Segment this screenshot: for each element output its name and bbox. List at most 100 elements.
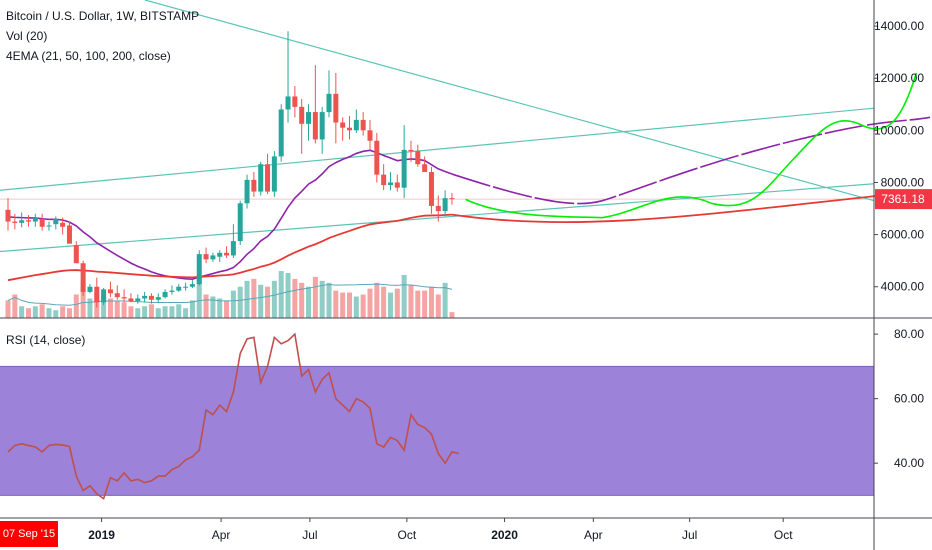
volume-bar [265,286,271,318]
candle-body [442,198,448,212]
volume-bar [360,294,366,318]
volume-bar [292,278,298,318]
candle-body [121,297,127,299]
volume-bar [73,294,79,318]
volume-bar [217,298,223,318]
price-tick-label: 8000.00 [881,175,925,189]
candle-body [19,220,25,223]
candle-body [135,298,141,302]
volume-bar [189,300,195,318]
volume-bar [5,300,11,318]
candle-body [210,255,216,260]
volume-bar [210,296,216,318]
candle-body [142,295,148,299]
volume-bar [203,294,209,318]
volume-bar [312,276,318,318]
candle-body [449,198,455,200]
volume-bar [12,294,18,318]
ema-indicator-label[interactable]: 4EMA (21, 50, 100, 200, close) [6,49,171,63]
rsi-tick-label: 80.00 [894,327,924,341]
ema-21-projection [451,116,931,205]
candle-body [73,245,79,264]
candle-body [258,164,264,192]
volume-bar [422,290,428,318]
time-tick-label: Jul [682,528,697,542]
rsi-legend: RSI (14, close) [6,330,85,350]
candle-body [66,225,72,244]
volume-bar [183,308,189,318]
volume-bar [176,304,182,318]
volume-bar [19,306,25,318]
candle-body [189,284,195,287]
volume-bar [230,290,236,318]
time-tick-label: Apr [212,528,231,542]
volume-bar [408,284,414,318]
volume-bar [39,304,45,318]
rsi-tick-label: 40.00 [894,456,924,470]
candle-body [183,286,189,288]
time-tick-label: Apr [584,528,603,542]
trendline [0,183,875,253]
candle-body [25,220,31,222]
volume-bar [435,294,441,318]
candle-body [53,218,59,225]
volume-bar [224,300,230,318]
volume-bar [169,306,175,318]
volume-bar [271,280,277,318]
candle-body [128,298,134,302]
candle-body [169,290,175,292]
candle-body [237,203,243,242]
candle-body [312,112,318,140]
price-tick-label: 6000.00 [881,228,925,242]
candle-body [278,109,284,157]
candle-body [162,291,168,298]
volume-bar [278,271,284,318]
time-tick-label: 2020 [491,528,518,542]
candle-body [401,149,407,188]
candle-body [230,241,236,256]
candle-body [176,286,182,291]
candle-body [107,289,113,294]
volume-bar [394,288,400,318]
volume-bar [401,274,407,318]
volume-indicator-label[interactable]: Vol (20) [6,29,48,43]
volume-bar [25,308,31,318]
volume-bar [326,282,332,318]
volume-bar [319,280,325,318]
candle-body [60,222,66,227]
volume-bar [374,282,380,318]
rsi-indicator-label[interactable]: RSI (14, close) [6,333,86,347]
volume-bar [306,286,312,318]
symbol-title[interactable]: Bitcoin / U.S. Dollar, 1W, BITSTAMP [6,9,200,23]
candle-body [148,295,154,300]
candle-body [271,156,277,192]
candle-body [224,252,230,256]
volume-bar [80,282,86,318]
candle-body [39,218,45,227]
candles [5,31,455,308]
candle-body [299,106,305,124]
candle-body [251,179,257,192]
volume-bar [387,292,393,318]
volume-bar [53,310,59,318]
candle-body [367,130,373,141]
price-tick-label: 4000.00 [881,280,925,294]
volume-bar [60,306,66,318]
volume-bar [196,278,202,318]
cursor-date-badge: 07 Sep '15 [0,521,58,547]
candle-body [114,293,120,298]
time-tick-label: Oct [774,528,793,542]
candle-body [435,205,441,212]
volume-bar [114,300,120,318]
candle-body [101,289,107,303]
candle-body [196,254,202,285]
candle-body [422,164,428,173]
price-tick-label: 12000.00 [874,71,924,85]
volume-bar [162,306,168,318]
candle-body [394,182,400,188]
trendline [0,107,875,191]
trendlines [0,0,875,253]
candle-body [203,254,209,260]
candle-body [217,252,223,257]
